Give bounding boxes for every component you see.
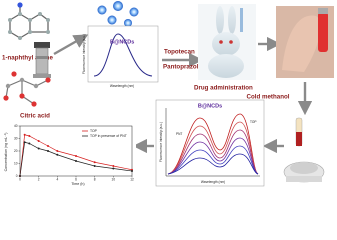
- graphical-abstract: 1-naphthyl amine Citric acid B@NCDs Wave…: [2, 1, 334, 187]
- data-point: [56, 153, 59, 156]
- x-tick-label: 12: [130, 177, 134, 181]
- data-point: [75, 160, 77, 162]
- y-tick-label: 0: [16, 174, 18, 178]
- data-point: [37, 140, 40, 142]
- data-point: [131, 170, 133, 172]
- data-point: [37, 147, 40, 150]
- data-point: [23, 141, 26, 144]
- legend-label: TOP in presence of PNT: [90, 134, 127, 138]
- label-citric-acid: Citric acid: [20, 113, 50, 120]
- carbon-dots: [97, 1, 139, 27]
- label-cold-methanol: Cold methanol: [247, 94, 290, 101]
- y-axis-label: Fluorescence intensity (a.u.): [159, 122, 163, 162]
- centrifuge-image: [283, 117, 325, 183]
- data-point: [28, 135, 31, 137]
- x-tick-label: 0: [19, 177, 21, 181]
- data-point: [75, 155, 77, 157]
- label-pantoprazole: Pantoprazole: [163, 64, 202, 71]
- y-tick-label: 10: [14, 161, 18, 165]
- x-axis-label: Wavelength (nm): [110, 84, 134, 88]
- label-bncds: B@NCDs: [198, 103, 222, 109]
- y-axis-label: Concentration (ng mL⁻¹): [4, 133, 8, 172]
- label-bncds: B@NCDs: [110, 39, 134, 45]
- x-tick-label: 10: [112, 177, 116, 181]
- data-point: [19, 175, 21, 177]
- x-tick-label: 4: [56, 177, 58, 181]
- annotation-pnt: PNT: [176, 132, 182, 136]
- data-point: [93, 165, 96, 167]
- ear-sampling-image: [276, 6, 334, 78]
- series-line: [19, 141, 133, 177]
- data-point: [23, 133, 26, 136]
- y-tick-label: 30: [14, 136, 18, 140]
- label-naphthylamine: 1-naphthyl amine: [2, 55, 53, 62]
- autoclave: [33, 42, 51, 78]
- x-tick-label: 6: [75, 177, 77, 181]
- data-point: [112, 167, 115, 170]
- series-line: [19, 134, 133, 177]
- x-tick-label: 8: [94, 177, 96, 181]
- y-tick-label: 20: [14, 149, 18, 153]
- data-point: [112, 165, 115, 167]
- x-axis-label: Time (h): [71, 182, 84, 186]
- annotation-top: TOP: [250, 120, 257, 124]
- x-tick-label: 2: [38, 177, 40, 181]
- x-axis-label: Wavelength (nm): [201, 180, 225, 184]
- molecule-naphthylamine: [8, 2, 50, 40]
- arrow: [53, 34, 89, 56]
- data-point: [56, 150, 59, 152]
- data-point: [28, 142, 31, 145]
- spectrum-top: B@NCDs Wavelength (nm) Fluorescence inte…: [82, 25, 159, 88]
- legend-label: TOP: [90, 129, 98, 133]
- y-axis-label: Fluorescence intensity (a.u.): [82, 34, 86, 74]
- label-drug-administration: Drug administration: [194, 85, 253, 92]
- label-topotecan: Topotecan: [164, 49, 195, 56]
- data-point: [47, 145, 49, 147]
- data-point: [93, 161, 96, 164]
- rabbit-image: [198, 4, 256, 80]
- molecule-citric-acid: [3, 71, 51, 107]
- data-point: [47, 150, 49, 152]
- y-tick-label: 40: [14, 124, 18, 128]
- spectrum-bottom: B@NCDs PNT TOP Wavelength (nm) Fluoresce…: [155, 99, 265, 187]
